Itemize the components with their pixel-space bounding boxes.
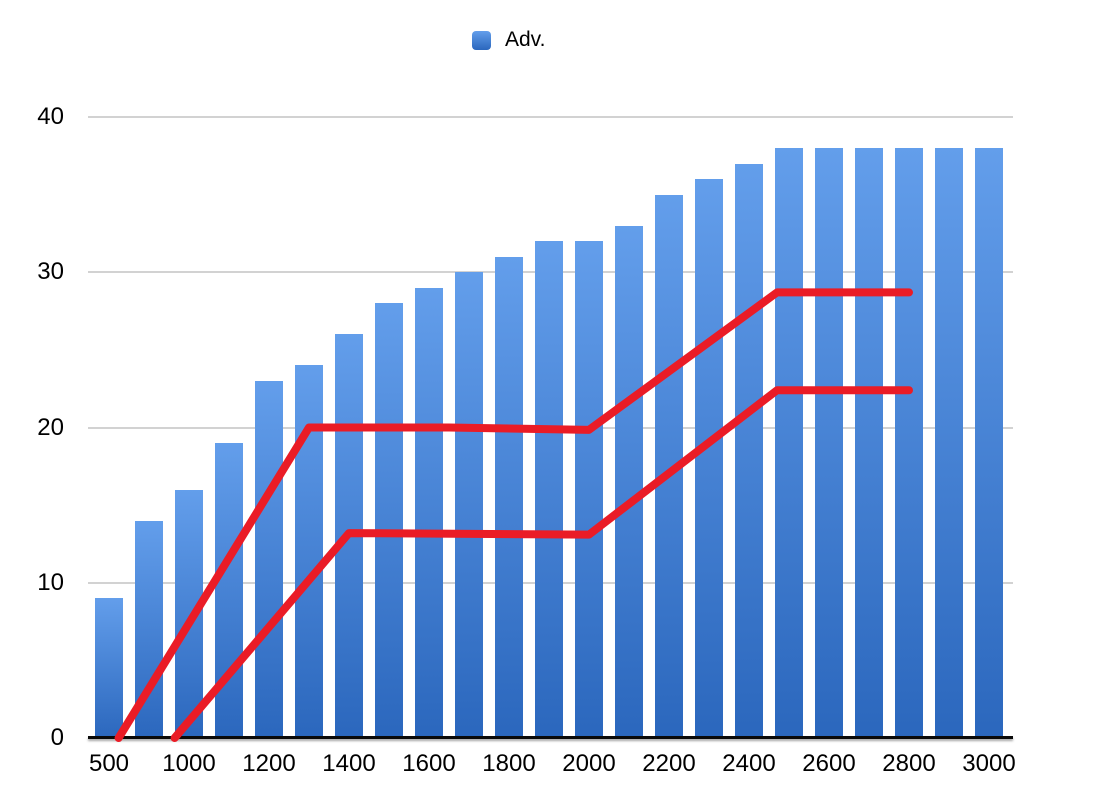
bar-1500 [375,303,403,739]
bar-2500 [775,148,803,739]
x-tick-label-1800: 1800 [482,750,536,777]
x-tick-label-2400: 2400 [722,750,776,777]
bar-1700 [455,272,483,739]
bar-2400 [735,163,763,739]
x-tick-label-3000: 3000 [962,750,1016,777]
y-tick-label-10: 10 [37,568,64,596]
bar-750 [135,520,163,739]
bar-2800 [895,148,923,739]
x-tick-label-1000: 1000 [162,750,216,777]
bar-1900 [535,241,563,739]
bar-3000 [975,148,1003,739]
legend-label: Adv. [505,28,546,51]
bar-2000 [575,241,603,739]
x-tick-label-500: 500 [88,750,130,777]
legend-swatch-icon [472,30,491,50]
y-tick-label-30: 30 [37,258,64,286]
bar-2900 [935,148,963,739]
x-tick-label-2800: 2800 [882,750,936,777]
bar-2700 [855,148,883,739]
bar-1800 [495,256,523,739]
bar-1200 [255,380,283,739]
x-tick-label-1400: 1400 [322,750,376,777]
x-tick-label-2600: 2600 [802,750,856,777]
bar-1000 [175,489,203,739]
bar-2200 [655,194,683,739]
y-tick-label-0: 0 [50,724,64,751]
legend: Adv. [472,27,545,53]
bar-2100 [615,225,643,739]
bar-1300 [295,365,323,739]
bar-2300 [695,179,723,739]
x-tick-label-2000: 2000 [562,750,616,777]
x-tick-label-2200: 2200 [642,750,696,777]
x-tick-label-1200: 1200 [242,750,296,777]
bar-1400 [335,334,363,739]
bar-2600 [815,148,843,739]
x-axis-line [88,736,1013,739]
gridline-y-40 [88,116,1013,118]
x-tick-label-1600: 1600 [402,750,456,777]
bar-500 [95,598,123,739]
y-tick-label-20: 20 [37,413,64,441]
bar-1600 [415,287,443,739]
y-tick-label-40: 40 [37,103,64,130]
bar-1100 [215,443,243,739]
